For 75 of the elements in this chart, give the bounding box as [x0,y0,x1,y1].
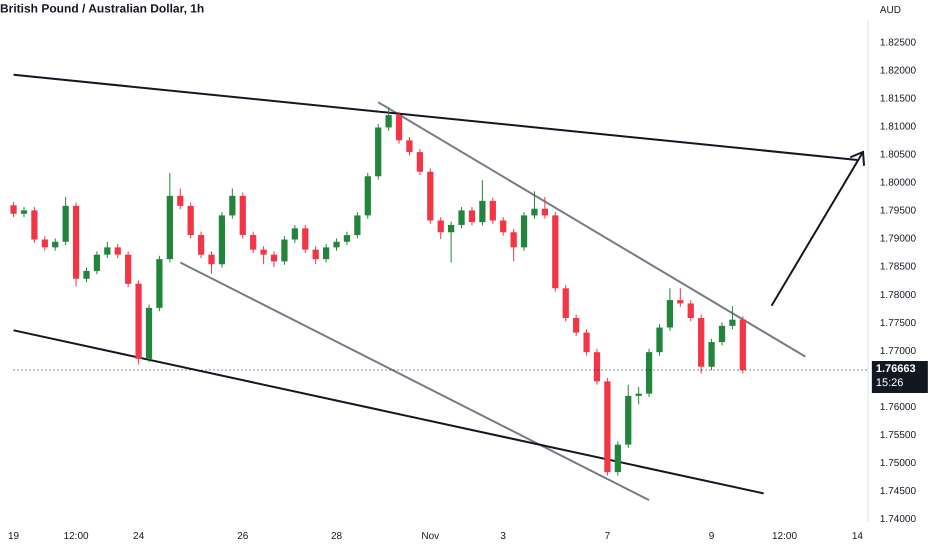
x-tick-label: 14 [852,530,864,542]
y-tick-label: 1.75500 [880,430,916,441]
candlestick [281,236,288,266]
ref-line-label: 1.76663 [876,362,916,375]
candlestick [542,196,548,220]
y-tick-label: 1.77500 [880,318,916,329]
candlestick [510,228,517,262]
candlestick [688,300,694,322]
y-tick-label: 1.81500 [880,94,916,105]
candlestick [416,148,423,176]
y-axis-title: AUD [880,4,901,16]
candlestick [468,206,476,226]
candlestick [677,288,684,308]
candlestick [438,216,444,240]
candlestick [177,188,184,210]
x-tick-label: 24 [133,530,145,542]
y-tick-label: 1.74000 [880,514,916,525]
candlestick [385,106,392,132]
y-tick-label: 1.76000 [880,402,916,413]
candlestick [458,206,465,229]
x-tick-label: 26 [237,530,249,542]
candlestick [83,267,90,283]
candlestick [10,201,17,218]
y-tick-label: 1.82500 [880,38,916,49]
x-tick-label: 19 [8,530,20,542]
x-tick-label: 28 [330,530,343,542]
candlestick [94,250,100,275]
y-tick-label: 1.81000 [880,122,916,133]
y-tick-label: 1.80500 [880,150,916,161]
candlestick [104,241,110,259]
candlestick [52,238,58,252]
y-tick-label: 1.79500 [880,206,916,217]
candlestick [20,206,28,218]
candlestick [448,221,454,264]
candlestick [573,314,580,336]
candlestick [531,190,538,220]
y-tick-label: 1.74500 [880,486,916,497]
candlestick [42,236,48,252]
candlestick [270,250,278,268]
candlestick [250,231,256,254]
y-tick-label: 1.78000 [880,290,916,301]
candlestick [354,212,360,239]
candlestick [292,224,298,244]
y-tick-label: 1.82000 [880,66,916,77]
candlestick [344,231,350,246]
x-tick-label: 3 [500,530,506,542]
x-tick-label: 9 [708,530,715,542]
candlestick [636,386,642,405]
y-tick-label: 1.78500 [880,262,916,273]
candlestick [229,188,236,220]
candlestick [500,216,506,236]
candlestick [198,231,204,259]
chart-title: British Pound / Australian Dollar, 1h [0,2,204,16]
x-tick-label: 12:00 [64,530,90,542]
candlestick [333,238,340,252]
candlestick [583,328,590,356]
candlestick [260,246,267,265]
candlestick [322,244,330,264]
candlestick [208,250,215,274]
candlestick [302,224,308,254]
y-tick-label: 1.75000 [880,458,916,469]
candlestick [406,136,413,156]
y-tick-label: 1.77000 [880,346,916,357]
candlestick [479,180,486,226]
text: 15:26 [876,376,904,389]
x-tick-label: 12:00 [772,530,798,542]
candlestick [718,322,726,346]
candlestick [490,197,496,224]
x-tick-label: Nov [421,530,440,542]
candlestick [312,246,319,265]
candlestick [114,244,121,259]
y-tick-label: 1.79000 [880,234,916,245]
candlestick [729,306,736,330]
x-tick-label: 7 [604,530,611,542]
y-tick-label: 1.80000 [880,178,916,189]
